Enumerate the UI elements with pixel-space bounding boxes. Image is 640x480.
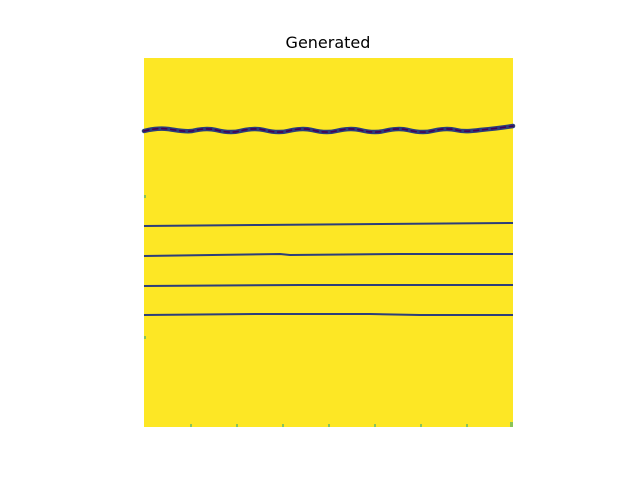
thin-line-4: [143, 313, 513, 316]
thin-line-1: [143, 222, 514, 227]
thin-line-3: [143, 284, 513, 287]
edge-specks: [144, 195, 513, 427]
thin-line-2: [143, 252, 513, 257]
figure-title: Generated: [285, 33, 371, 52]
image-background: [144, 58, 513, 427]
wavy-thick-line-core: [143, 125, 514, 133]
